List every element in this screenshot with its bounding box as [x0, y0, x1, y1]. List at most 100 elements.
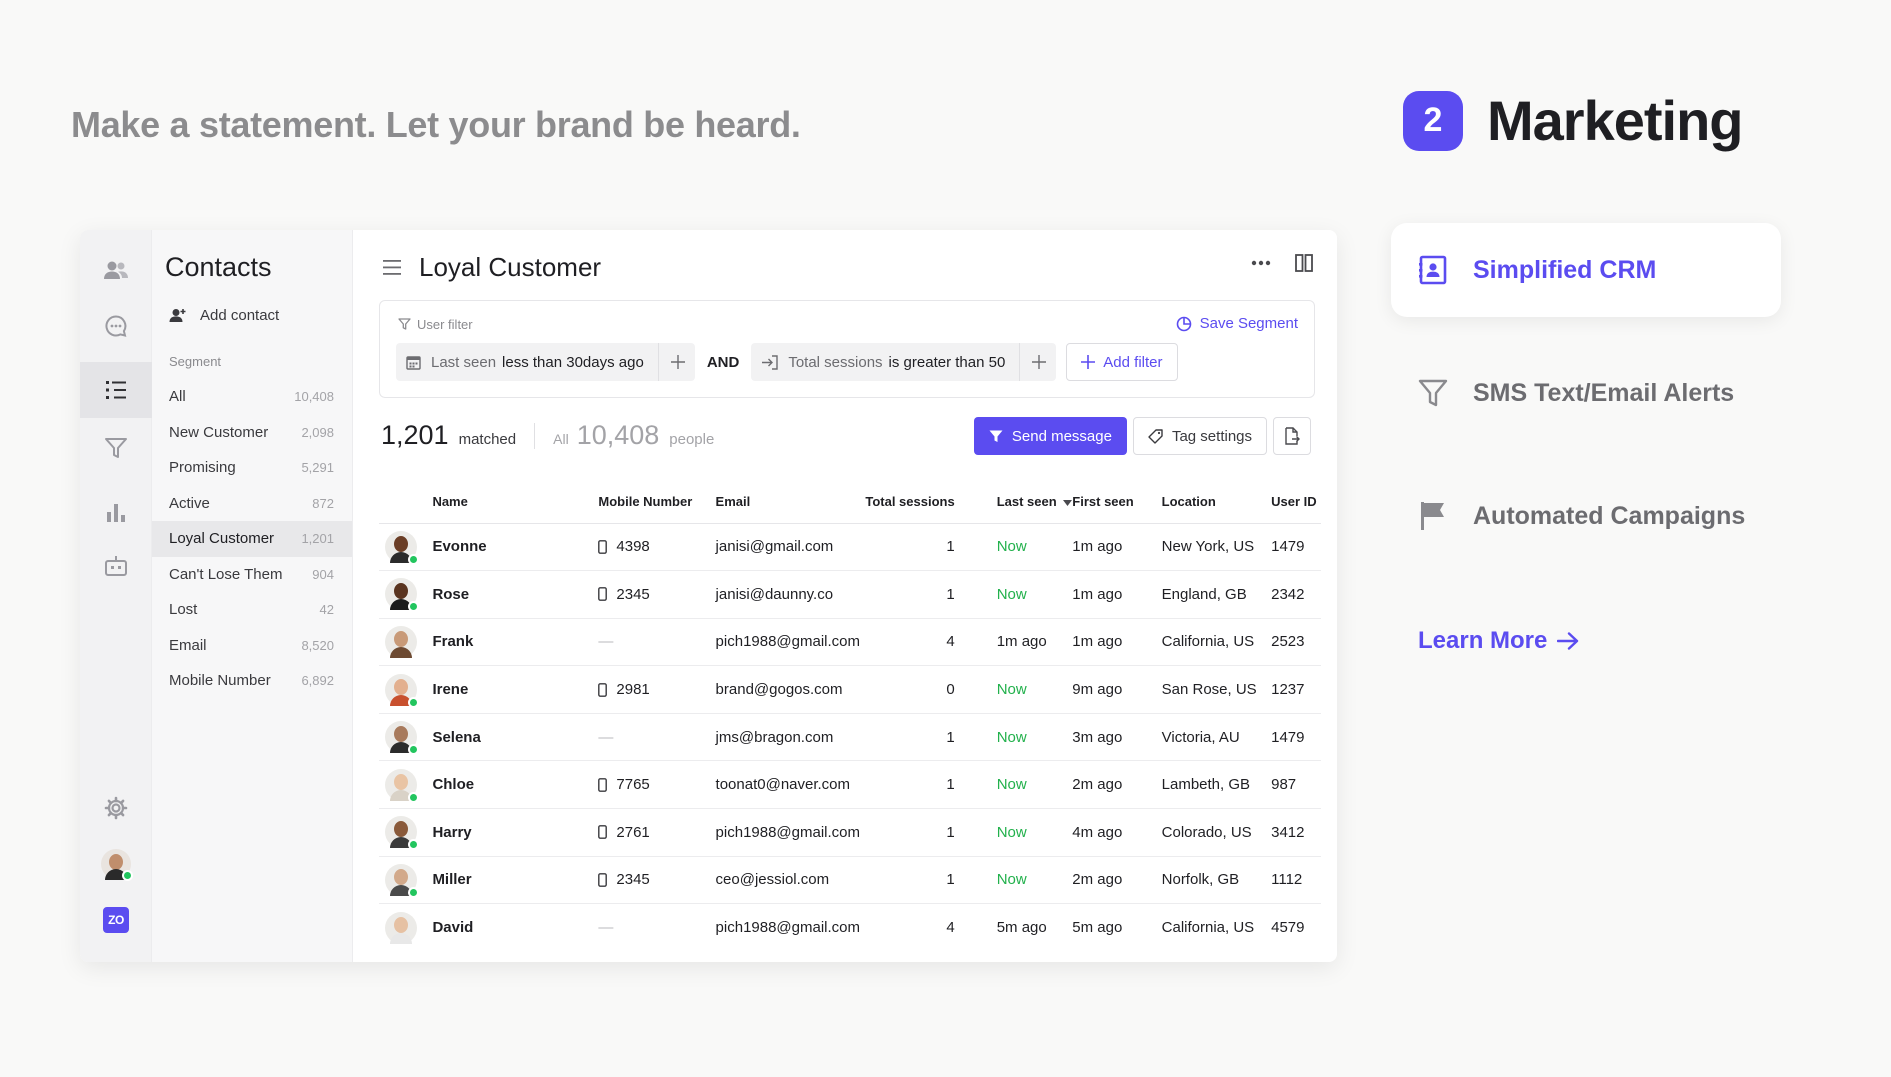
col-name[interactable]: Name [432, 480, 599, 524]
avatar [385, 721, 419, 756]
segment-item[interactable]: New Customer 2,098 [152, 415, 352, 451]
add-filter-label: Add filter [1103, 353, 1163, 371]
table-row[interactable]: Irene 2981 brand@gogos.com 0 Now 9m ago San Ro… [379, 665, 1321, 714]
cell-last-seen: 5m ago [996, 919, 1047, 937]
segment-item[interactable]: Loyal Customer 1,201 [152, 521, 352, 557]
col-first-seen[interactable]: First seen [1072, 480, 1152, 524]
all-count: 10,408 [576, 420, 660, 450]
cell-email: pich1988@gmail.com [715, 618, 866, 667]
cell-user-id: 4579 [1271, 919, 1305, 937]
rail-analytics[interactable] [80, 484, 152, 540]
segment-name: Email [169, 636, 207, 654]
cell-location: New York, US [1151, 523, 1272, 572]
columns-icon[interactable] [1295, 254, 1313, 272]
cell-name: Selena [432, 713, 599, 762]
rail-segments[interactable] [80, 362, 152, 418]
segment-count: 5,291 [301, 460, 334, 476]
phone-icon [598, 825, 608, 840]
rail-contacts[interactable] [80, 242, 152, 298]
cell-name: David [432, 919, 474, 937]
segment-count: 10,408 [294, 389, 334, 405]
cell-location: Colorado, US [1151, 808, 1272, 857]
rail-settings[interactable] [80, 780, 152, 836]
table-row[interactable]: Rose 2345 janisi@daunny.co 1 Now 1m ago Englan… [379, 570, 1321, 619]
users-icon [104, 261, 128, 279]
segment-count: 1,201 [301, 531, 334, 547]
col-last-seen-label: Last seen [996, 493, 1057, 509]
cell-mobile: — [598, 633, 614, 651]
cell-mobile: — [598, 728, 614, 746]
rail-chat[interactable] [80, 298, 152, 354]
cell-sessions: 1 [865, 713, 965, 762]
chip2-field: Total sessions [788, 353, 883, 371]
cell-email: janisi@gmail.com [715, 523, 866, 572]
learn-more-link[interactable]: Learn More [1418, 627, 1579, 655]
feature-label: Simplified CRM [1473, 255, 1657, 284]
phone-icon [598, 682, 608, 697]
table-row[interactable]: David — pich1988@gmail.com 4 5m ago 5m ago Cal… [379, 904, 1321, 952]
match-summary: 1,201 matched All 10,408 people [381, 420, 714, 451]
feature-automated-campaigns[interactable]: Automated Campaigns [1391, 469, 1781, 563]
filter-joiner[interactable]: AND [706, 353, 740, 371]
online-indicator [408, 696, 419, 708]
cell-email: pich1988@gmail.com [715, 919, 861, 937]
feature-simplified-crm[interactable]: Simplified CRM [1391, 223, 1781, 317]
segment-item[interactable]: Active 872 [152, 486, 352, 522]
table-row[interactable]: Frank — pich1988@gmail.com 4 1m ago 1m ago Cal… [379, 618, 1321, 667]
cell-name: Evonne [432, 523, 599, 572]
table-row[interactable]: Selena — jms@bragon.com 1 Now 3m ago Victoria,… [379, 713, 1321, 762]
col-user-id[interactable]: User ID [1271, 480, 1321, 524]
rail-bot[interactable] [80, 538, 152, 594]
cell-first-seen: 5m ago [1072, 919, 1123, 937]
col-email[interactable]: Email [715, 480, 866, 524]
filter-chip-total-sessions[interactable]: Total sessions is greater than 50 [751, 343, 1057, 381]
segment-item[interactable]: All 10,408 [152, 379, 352, 415]
table-row[interactable]: Chloe 7765 toonat0@naver.com 1 Now 2m ago Lamb… [379, 760, 1321, 810]
learn-more-label: Learn More [1418, 627, 1548, 654]
all-label: All [553, 431, 569, 447]
cell-location: San Rose, US [1151, 665, 1272, 714]
table-row[interactable]: Harry 2761 pich1988@gmail.com 1 Now 4m ago Col… [379, 808, 1321, 857]
segment-item[interactable]: Email 8,520 [152, 628, 352, 664]
feature-sms-email-alerts[interactable]: SMS Text/Email Alerts [1391, 346, 1781, 440]
segment-item[interactable]: Promising 5,291 [152, 450, 352, 486]
send-message-button[interactable]: Send message [973, 417, 1127, 455]
cell-sessions: 1 [865, 808, 965, 857]
filter-funnel-icon [1418, 379, 1448, 407]
matched-count: 1,201 [381, 420, 449, 450]
phone-icon [598, 587, 608, 602]
menu-icon[interactable] [383, 260, 401, 275]
online-indicator [408, 886, 419, 898]
segment-item[interactable]: Mobile Number 6,892 [152, 663, 352, 699]
segment-item[interactable]: Can't Lose Them 904 [152, 557, 352, 593]
add-contact-button[interactable]: Add contact [152, 307, 352, 324]
filter-chip-last-seen[interactable]: Last seen less than 30days ago [396, 343, 695, 381]
chip1-add-icon[interactable] [657, 343, 685, 381]
col-total-sessions[interactable]: Total sessions [865, 480, 965, 524]
col-last-seen[interactable]: Last seen [964, 480, 1073, 524]
feature-label: Automated Campaigns [1473, 501, 1746, 530]
col-mobile[interactable]: Mobile Number [598, 480, 716, 524]
tagline: Make a statement. Let your brand be hear… [71, 104, 801, 145]
export-button[interactable] [1273, 417, 1311, 455]
more-options-icon[interactable] [1251, 260, 1271, 266]
save-segment-button[interactable]: Save Segment [1176, 315, 1298, 332]
cell-user-id: 2342 [1271, 570, 1321, 619]
avatar [385, 673, 419, 708]
icon-rail: ZO [80, 230, 152, 962]
add-user-icon [169, 309, 186, 322]
col-location[interactable]: Location [1151, 480, 1272, 524]
online-indicator [408, 839, 419, 851]
chip2-add-icon[interactable] [1019, 343, 1047, 381]
rail-logo[interactable]: ZO [80, 892, 152, 948]
save-segment-label: Save Segment [1199, 315, 1298, 332]
rail-profile[interactable] [80, 836, 152, 892]
rail-campaigns[interactable] [80, 420, 152, 476]
add-filter-button[interactable]: Add filter [1066, 343, 1178, 381]
sign-in-icon [762, 354, 779, 370]
table-row[interactable]: Miller 2345 ceo@jessiol.com 1 Now 2m ago Norfo… [379, 856, 1321, 905]
tag-settings-button[interactable]: Tag settings [1132, 417, 1267, 455]
segment-item[interactable]: Lost 42 [152, 592, 352, 628]
table-row[interactable]: Evonne 4398 janisi@gmail.com 1 Now 1m ago New … [379, 523, 1321, 572]
avatar [385, 911, 417, 944]
